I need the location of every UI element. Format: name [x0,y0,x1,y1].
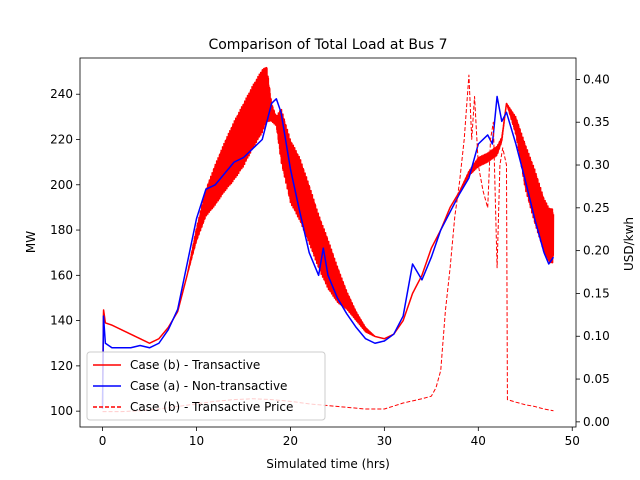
x-tick-label: 30 [377,434,392,448]
legend: Case (b) - Transactive Case (a) - Non-tra… [86,351,326,421]
x-tick-label: 40 [471,434,486,448]
x-tick-label: 10 [189,434,204,448]
series-line-1 [101,95,555,409]
x-tick-label: 50 [565,434,580,448]
axes: 0 10 20 30 40 50 100 120 140 160 180 200 220 240 0.00 0… [50,57,610,448]
y-tick-label: 120 [50,359,73,373]
y2-tick-label: 0.30 [583,158,610,172]
x-axis-label: Simulated time (hrs) [266,457,390,471]
y-tick-label: 180 [50,223,73,237]
y2-tick-label: 0.20 [583,244,610,258]
y-tick-label: 160 [50,268,73,282]
y-tick-label: 200 [50,178,73,192]
y-axis-label: MW [24,231,38,253]
y-tick-label: 140 [50,314,73,328]
x-tick-label: 20 [283,434,298,448]
legend-label: Case (a) - Non-transactive [130,379,287,393]
legend-label: Case (b) - Transactive Price [130,400,293,414]
y2-tick-label: 0.05 [583,372,610,386]
x-tick-label: 0 [99,434,107,448]
y2-tick-label: 0.40 [583,72,610,86]
y2-tick-label: 0.25 [583,201,610,215]
y2-tick-label: 0.10 [583,329,610,343]
plot-frame [79,57,577,428]
y2-tick-label: 0.15 [583,286,610,300]
y2-tick-label: 0.35 [583,115,610,129]
y-tick-label: 100 [50,404,73,418]
y2-tick-label: 0.00 [583,415,610,429]
y2-axis-label: USD/kwh [622,217,636,271]
chart-title: Comparison of Total Load at Bus 7 [208,37,447,53]
legend-label: Case (b) - Transactive [130,358,260,372]
y-tick-label: 240 [50,87,73,101]
legend-box [86,351,326,421]
y-tick-label: 220 [50,132,73,146]
